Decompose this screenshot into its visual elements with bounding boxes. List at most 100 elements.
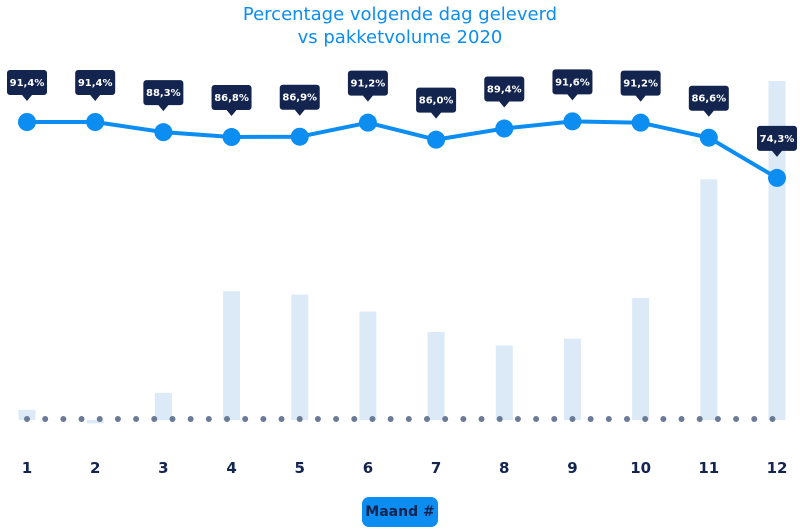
data-label-bubble — [688, 85, 729, 117]
baseline-dot — [96, 416, 103, 422]
baseline-dot — [696, 416, 703, 422]
volume-bar — [18, 409, 36, 420]
baseline-dot — [769, 416, 776, 422]
x-tick-label: 12 — [767, 459, 788, 477]
baseline-dot — [624, 416, 630, 422]
baseline-dot — [24, 416, 30, 422]
baseline-dot — [369, 416, 376, 422]
data-point — [290, 127, 309, 146]
baseline-dot — [605, 416, 612, 422]
data-label-bubble — [143, 80, 184, 112]
data-label: 91,2% — [623, 79, 658, 90]
baseline-dot — [424, 416, 430, 422]
data-point — [358, 113, 377, 132]
data-point — [768, 168, 786, 187]
data-point — [427, 130, 446, 149]
baseline-dot — [260, 416, 267, 422]
data-label: 86,9% — [282, 93, 317, 104]
baseline-dot — [114, 416, 121, 422]
baseline-dot — [314, 416, 321, 422]
volume-bar — [359, 311, 377, 420]
baseline-dot — [169, 416, 176, 422]
baseline-dot — [714, 416, 721, 422]
data-label: 89,4% — [487, 85, 522, 96]
baseline-dot — [205, 416, 212, 422]
data-point — [18, 113, 36, 131]
volume-bar — [495, 345, 513, 420]
baseline-dot — [678, 416, 685, 422]
baseline-dot — [78, 416, 85, 422]
data-label-bubble — [416, 87, 457, 119]
data-label-bubble — [620, 70, 661, 102]
baseline-dot — [151, 416, 158, 422]
baseline-dot — [278, 416, 285, 422]
data-point — [495, 119, 514, 138]
data-point — [154, 123, 173, 142]
data-point — [699, 128, 718, 147]
data-label-bubble — [75, 70, 116, 101]
volume-bar — [563, 338, 581, 420]
x-tick-label: 3 — [158, 459, 168, 477]
data-label: 91,6% — [555, 77, 590, 88]
baseline-dot — [660, 416, 667, 422]
baseline-dot — [733, 416, 740, 422]
volume-bar — [632, 297, 650, 420]
data-label-bubble — [279, 84, 320, 116]
baseline-dot — [60, 416, 67, 422]
baseline-dot — [351, 416, 358, 422]
data-label: 86,8% — [214, 93, 249, 104]
data-label: 74,3% — [760, 134, 795, 145]
baseline-dot — [405, 416, 412, 422]
baseline-dot — [133, 416, 140, 422]
baseline-dot — [442, 416, 449, 422]
baseline-dot — [224, 416, 230, 422]
baseline-dot — [333, 416, 340, 422]
data-point — [631, 113, 650, 132]
baseline-dot — [496, 416, 503, 422]
data-label: 91,4% — [10, 78, 45, 89]
x-tick-label: 1 — [22, 459, 32, 477]
volume-bar — [154, 392, 172, 420]
x-tick-label: 4 — [226, 459, 236, 477]
chart-title: Percentage volgende dag geleverd — [242, 4, 558, 25]
data-label: 88,3% — [146, 88, 181, 99]
baseline-dot — [42, 416, 49, 422]
data-label: 91,2% — [351, 79, 386, 90]
x-tick-label: 7 — [431, 459, 441, 477]
baseline-dot — [751, 416, 758, 422]
x-tick-label: 10 — [630, 459, 651, 477]
x-tick-label: 11 — [698, 459, 719, 477]
data-label-bubble — [347, 70, 388, 102]
data-label-bubble — [552, 69, 593, 101]
baseline-dot — [642, 416, 649, 422]
volume-bar — [223, 291, 241, 420]
baseline-dot — [514, 416, 521, 422]
volume-bar — [86, 420, 104, 424]
baseline-dot — [533, 416, 540, 422]
x-tick-label: 2 — [90, 459, 100, 477]
chart-subtitle: vs pakketvolume 2020 — [297, 27, 503, 48]
percentage-line — [27, 119, 779, 180]
volume-bar — [427, 331, 445, 420]
baseline-dot — [551, 416, 558, 422]
baseline-dot — [478, 416, 485, 422]
data-label-bubble — [7, 70, 47, 101]
baseline-dot — [187, 416, 194, 422]
x-tick-label: 9 — [567, 459, 577, 477]
volume-bar — [291, 294, 309, 420]
x-tick-label: 8 — [499, 459, 509, 477]
x-tick-label: 6 — [363, 459, 373, 477]
x-axis-label: Maand # — [362, 497, 438, 527]
baseline-dot — [296, 416, 303, 422]
baseline-dot — [460, 416, 467, 422]
data-label-bubble — [484, 76, 525, 108]
volume-bar — [768, 81, 786, 420]
baseline-dot — [587, 416, 594, 422]
data-point — [222, 128, 241, 147]
x-tick-label: 5 — [295, 459, 305, 477]
volume-bar — [700, 179, 718, 420]
data-point — [563, 112, 582, 131]
baseline-dot — [569, 416, 576, 422]
data-point — [86, 113, 105, 131]
